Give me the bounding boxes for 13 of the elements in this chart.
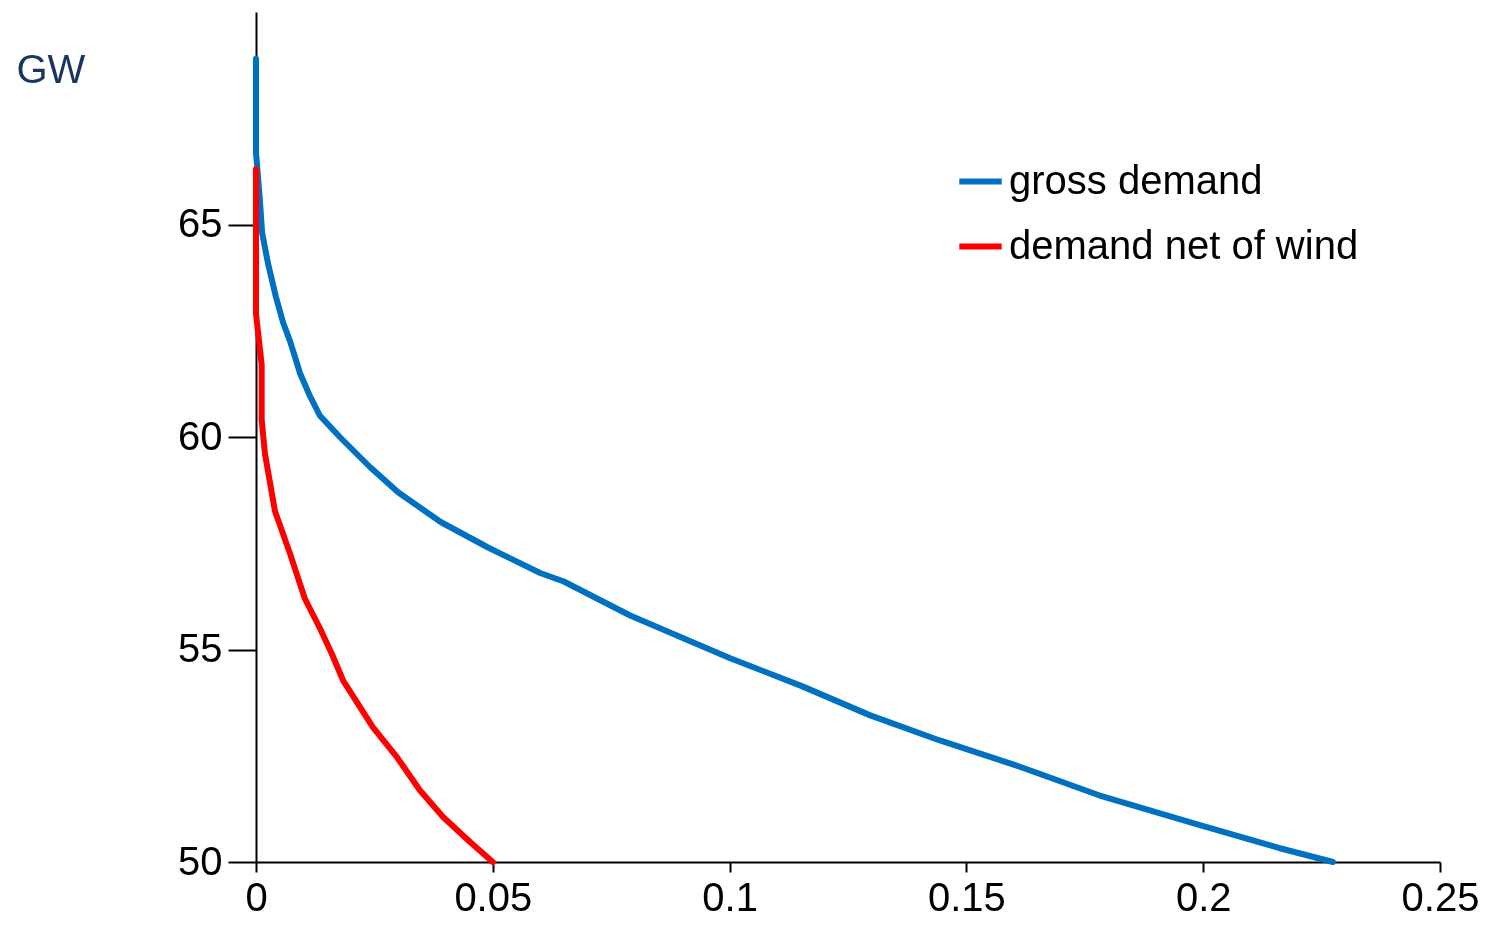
- legend-label: gross demand: [1009, 157, 1263, 202]
- y-tick-label: 60: [178, 413, 223, 458]
- y-tick-label: 50: [178, 838, 223, 883]
- legend-label: demand net of wind: [1009, 222, 1359, 267]
- x-tick-label: 0.2: [1175, 874, 1232, 919]
- x-tick-label: 0.05: [454, 874, 533, 919]
- y-tick-label: 55: [178, 626, 223, 670]
- y-axis-title: GW: [16, 46, 86, 91]
- x-tick-label: 0.25: [1401, 874, 1480, 919]
- x-tick-label: 0.15: [927, 874, 1006, 919]
- y-tick-label: 65: [178, 201, 223, 245]
- x-tick-label: 0: [245, 874, 268, 919]
- x-tick-label: 0.1: [702, 874, 758, 919]
